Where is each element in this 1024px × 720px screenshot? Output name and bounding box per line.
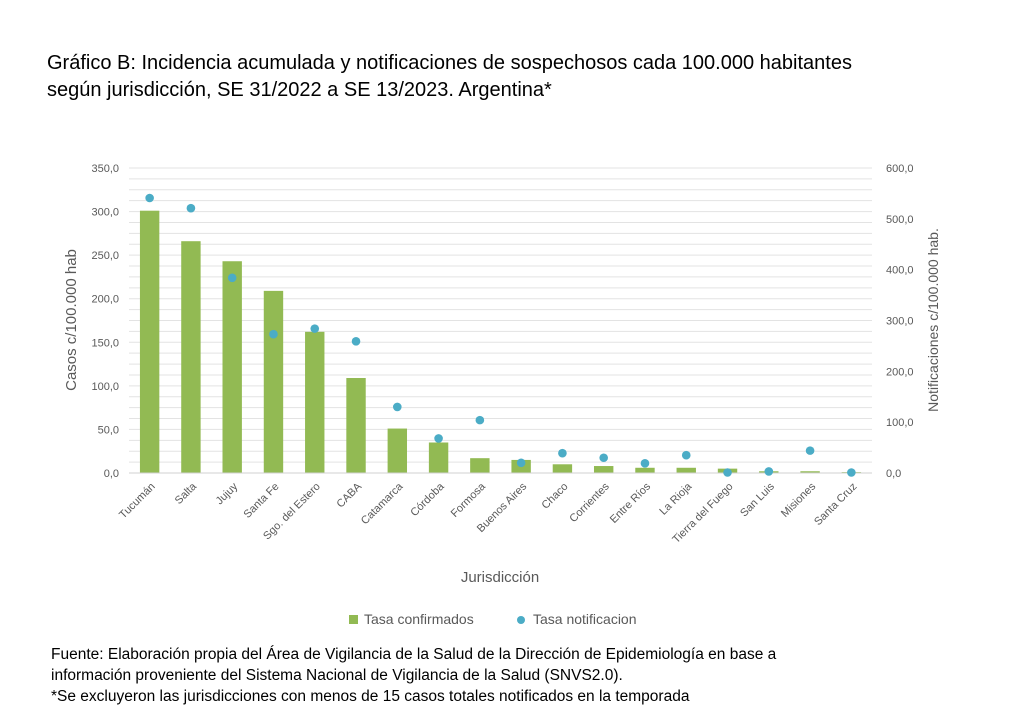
x-tick-label: CABA <box>334 480 364 510</box>
x-tick-label: Santa Fe <box>242 481 282 521</box>
point-tasa-notificacion <box>599 453 608 463</box>
bar-tasa-confirmados <box>222 261 242 473</box>
x-tick-label: Formosa <box>449 480 489 520</box>
bar-tasa-confirmados <box>593 466 614 473</box>
bar-tasa-confirmados <box>676 467 696 473</box>
legend-swatch-notificacion <box>517 616 525 624</box>
point-tasa-notificacion <box>434 434 443 443</box>
y2-tick-label: 300,0 <box>886 316 914 328</box>
y-tick-label: 0,0 <box>104 468 119 480</box>
point-tasa-notificacion <box>145 193 154 203</box>
point-tasa-notificacion <box>186 203 196 213</box>
bar-tasa-confirmados <box>181 241 201 473</box>
footer-line2: información proveniente del Sistema Naci… <box>51 667 623 684</box>
bar-tasa-confirmados <box>800 471 820 473</box>
bar-tasa-confirmados <box>635 467 655 473</box>
legend-label-notificacion: Tasa notificacion <box>533 611 637 627</box>
point-tasa-notificacion <box>351 337 361 346</box>
point-tasa-notificacion <box>558 448 567 458</box>
y-tick-label: 50,0 <box>98 424 119 436</box>
point-tasa-notificacion <box>393 402 402 412</box>
y2-tick-label: 200,0 <box>886 366 914 378</box>
legend-swatch-confirmados <box>349 615 358 624</box>
y2-tick-label: 400,0 <box>886 265 914 277</box>
y2-tick-label: 100,0 <box>886 417 914 429</box>
point-tasa-notificacion <box>640 459 650 468</box>
legend-label-confirmados: Tasa confirmados <box>364 611 474 627</box>
chart-title: Gráfico B: Incidencia acumulada y notifi… <box>47 50 1007 104</box>
x-tick-label: Chaco <box>540 481 571 512</box>
x-tick-label: La Rioja <box>657 480 695 518</box>
y2-tick-label: 600,0 <box>886 163 914 175</box>
point-tasa-notificacion <box>805 446 815 455</box>
bar-tasa-confirmados <box>552 464 573 473</box>
x-tick-label: Corrientes <box>567 480 612 525</box>
combo-chart: 0,0 50,0 100,0 150,0 200,0 250,0 300,0 350,0 0,0… <box>63 163 941 627</box>
bar-tasa-confirmados <box>428 442 449 473</box>
y2-tick-label: 0,0 <box>886 468 901 480</box>
y-tick-label: 300,0 <box>91 207 119 219</box>
y2-tick-label: 500,0 <box>886 214 914 226</box>
point-tasa-notificacion <box>269 329 278 339</box>
x-tick-label: Santa Cruz <box>812 481 859 528</box>
point-tasa-notificacion <box>227 273 237 283</box>
point-tasa-notificacion <box>516 458 526 468</box>
bar-tasa-confirmados <box>387 428 408 473</box>
chart-title-line2: según jurisdicción, SE 31/2022 a SE 13/2… <box>47 79 552 101</box>
point-tasa-notificacion <box>723 468 732 477</box>
point-tasa-notificacion <box>310 324 320 333</box>
bar-tasa-confirmados <box>305 331 325 473</box>
point-tasa-notificacion <box>764 467 774 476</box>
y-tick-label: 250,0 <box>91 250 119 262</box>
bar-tasa-confirmados <box>139 210 160 473</box>
y-tick-label: 150,0 <box>91 337 119 349</box>
chart-title-line1: Gráfico B: Incidencia acumulada y notifi… <box>47 52 852 74</box>
point-tasa-notificacion <box>475 415 485 425</box>
footer-line3: *Se excluyeron las jurisdicciones con me… <box>51 688 690 705</box>
y-axis-title: Casos c/100.000 hab <box>63 249 80 391</box>
x-tick-label: Catamarca <box>359 480 406 527</box>
x-tick-label: Entre Ríos <box>608 480 654 526</box>
bar-tasa-confirmados <box>263 290 284 473</box>
bar-tasa-confirmados <box>346 378 366 473</box>
y-tick-label: 200,0 <box>91 294 119 306</box>
x-tick-label: San Luis <box>738 480 777 519</box>
y-tick-label: 350,0 <box>91 163 119 175</box>
point-tasa-notificacion <box>847 468 856 477</box>
footer-line1: Fuente: Elaboración propia del Área de V… <box>51 646 777 663</box>
y-tick-label: 100,0 <box>91 381 119 393</box>
bar-tasa-confirmados <box>470 458 490 473</box>
x-tick-label: Misiones <box>779 480 819 520</box>
point-tasa-notificacion <box>681 450 691 460</box>
x-tick-label: Jujuy <box>214 480 241 507</box>
x-tick-label: Córdoba <box>408 480 447 519</box>
x-tick-label: Tucumán <box>117 481 158 522</box>
y2-axis-title: Notificaciones c/100.000 hab. <box>925 228 941 412</box>
x-tick-label: Salta <box>173 480 200 507</box>
chart-source-note: Fuente: Elaboración propia del Área de V… <box>51 644 1011 707</box>
x-axis-title: Jurisdicción <box>461 569 539 586</box>
